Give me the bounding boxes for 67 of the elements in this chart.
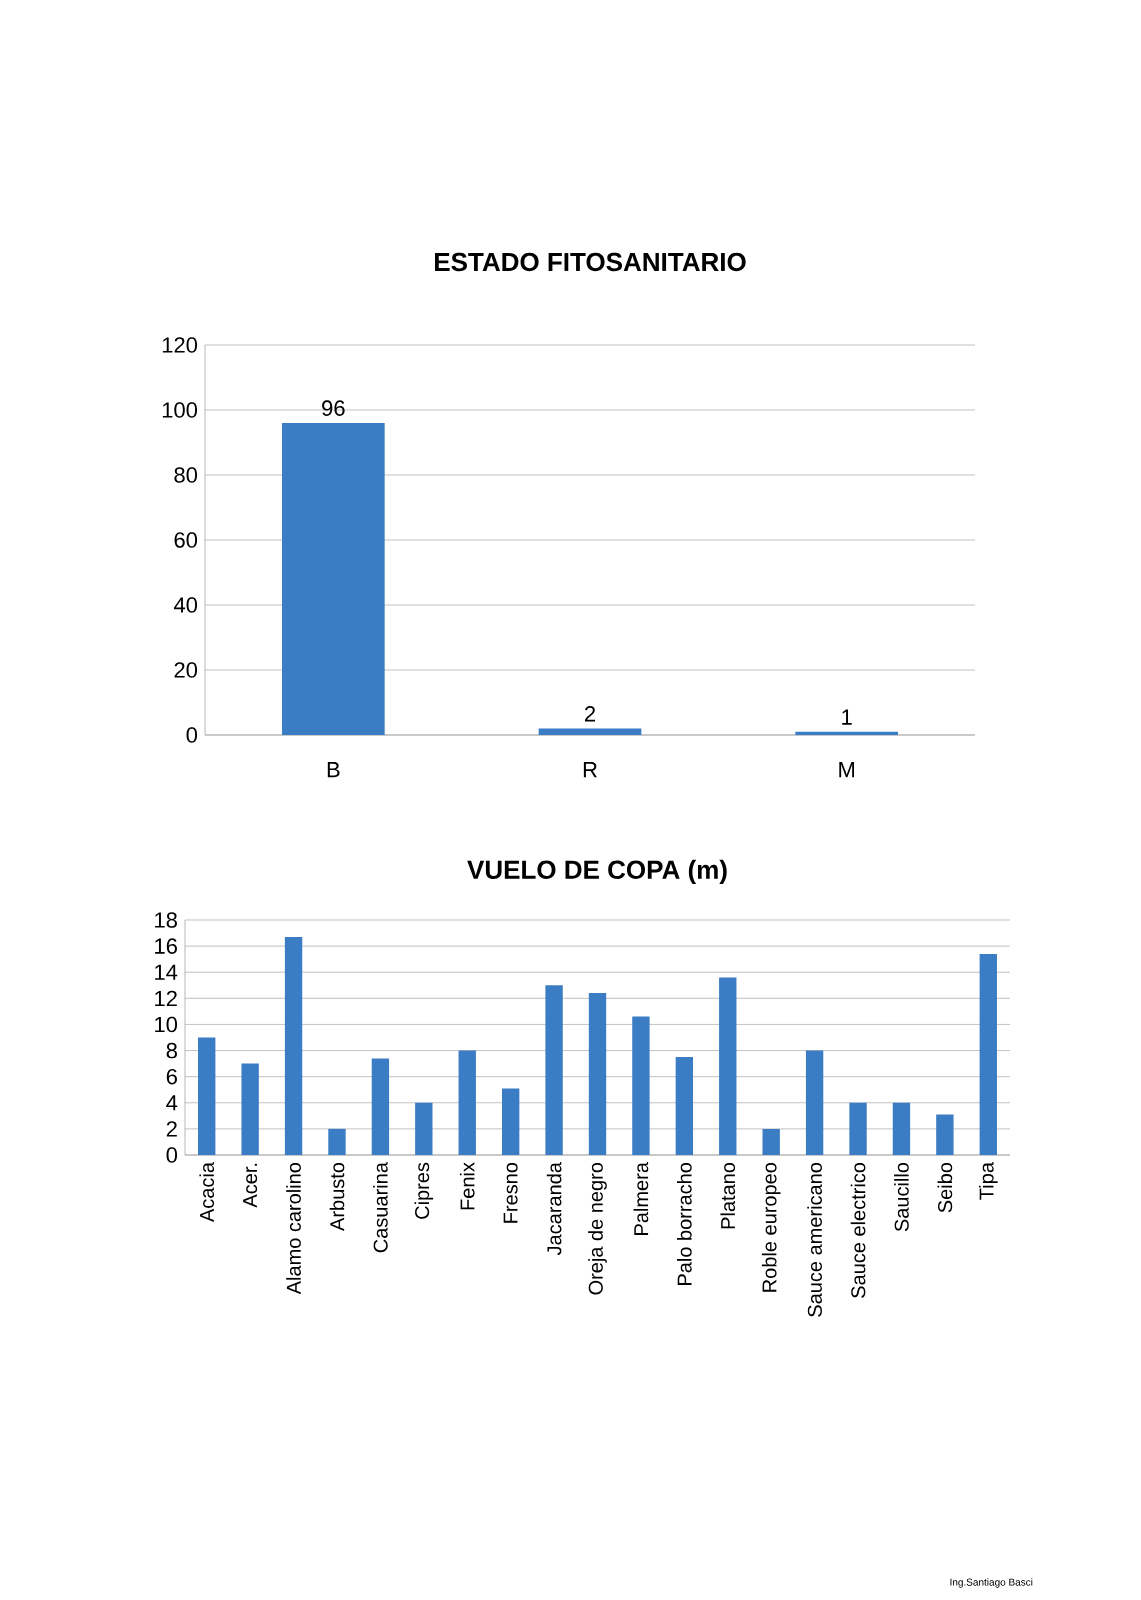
- x-tick-label: Sauce americano: [807, 1162, 822, 1317]
- bar: [892, 1102, 911, 1155]
- x-tick-label: Casuarina: [373, 1162, 388, 1253]
- y-tick-label: 0: [186, 727, 198, 743]
- y-tick-label: 16: [155, 938, 177, 954]
- y-tick-label: 100: [162, 402, 198, 418]
- x-tick-label: Platano: [720, 1162, 736, 1229]
- data-label: 96: [322, 400, 345, 416]
- bar: [282, 422, 385, 735]
- bar: [198, 1037, 216, 1155]
- bar: [795, 731, 898, 735]
- y-tick-label: 18: [155, 912, 177, 928]
- x-tick-label: Palmera: [633, 1162, 649, 1235]
- bar: [588, 993, 607, 1155]
- x-tick-label: Alamo carolino: [286, 1162, 301, 1295]
- x-tick-label: B: [327, 762, 340, 778]
- x-tick-label: Palo borracho: [677, 1162, 692, 1285]
- y-tick-label: 10: [155, 1016, 178, 1033]
- y-tick-label: 14: [155, 964, 178, 980]
- x-tick-label: Arbusto: [329, 1162, 345, 1231]
- x-tick-label: Fenix: [459, 1162, 475, 1210]
- bar: [675, 1057, 694, 1155]
- y-tick-label: 6: [166, 1068, 177, 1085]
- bar: [284, 936, 303, 1155]
- bar: [805, 1050, 824, 1155]
- x-tick-label: Tipa: [978, 1162, 998, 1200]
- x-tick-label: Roble europeo: [761, 1162, 781, 1292]
- x-tick-label: Sauce electrico: [850, 1162, 866, 1298]
- data-label: 2: [584, 706, 596, 722]
- bar: [241, 1063, 259, 1155]
- bar: [458, 1050, 476, 1155]
- bar: [936, 1114, 954, 1155]
- bar: [501, 1088, 520, 1155]
- x-tick-label: M: [839, 762, 855, 778]
- chart-title: VUELO DE COPA (m): [467, 859, 727, 885]
- x-tick-label: Acer.: [243, 1163, 258, 1208]
- x-tick-label: Jacaranda: [546, 1162, 562, 1256]
- text: Ing.Santiago Basci: [950, 1578, 1033, 1588]
- bar: [328, 1128, 346, 1155]
- x-tick-label: Seibo: [937, 1162, 953, 1213]
- bar: [979, 953, 997, 1155]
- y-tick-label: 40: [173, 597, 198, 613]
- y-tick-label: 120: [162, 337, 198, 353]
- bar: [415, 1102, 433, 1155]
- x-tick-label: Saucillo: [894, 1162, 909, 1232]
- bar: [762, 1128, 780, 1155]
- bar: [538, 728, 642, 735]
- x-tick-label: Oreja de negro: [588, 1162, 607, 1295]
- bar: [371, 1058, 390, 1155]
- x-tick-label: Fresno: [503, 1162, 518, 1223]
- y-tick-label: 60: [174, 532, 198, 548]
- y-tick-label: 4: [166, 1095, 178, 1111]
- y-tick-label: 20: [174, 662, 198, 678]
- x-tick-label: Cipres: [414, 1162, 434, 1219]
- y-tick-label: 8: [166, 1042, 177, 1059]
- bar: [849, 1102, 867, 1155]
- y-tick-label: 0: [166, 1147, 178, 1163]
- data-label: 1: [842, 709, 852, 725]
- x-tick-label: R: [583, 762, 597, 778]
- y-tick-label: 2: [166, 1121, 177, 1137]
- bar: [632, 1016, 650, 1155]
- bar: [545, 985, 563, 1155]
- x-tick-label: Acacia: [199, 1162, 215, 1223]
- y-tick-label: 12: [155, 990, 177, 1007]
- chart-title: ESTADO FITOSANITARIO: [435, 252, 746, 272]
- bar: [719, 977, 737, 1155]
- y-tick-label: 80: [174, 467, 198, 483]
